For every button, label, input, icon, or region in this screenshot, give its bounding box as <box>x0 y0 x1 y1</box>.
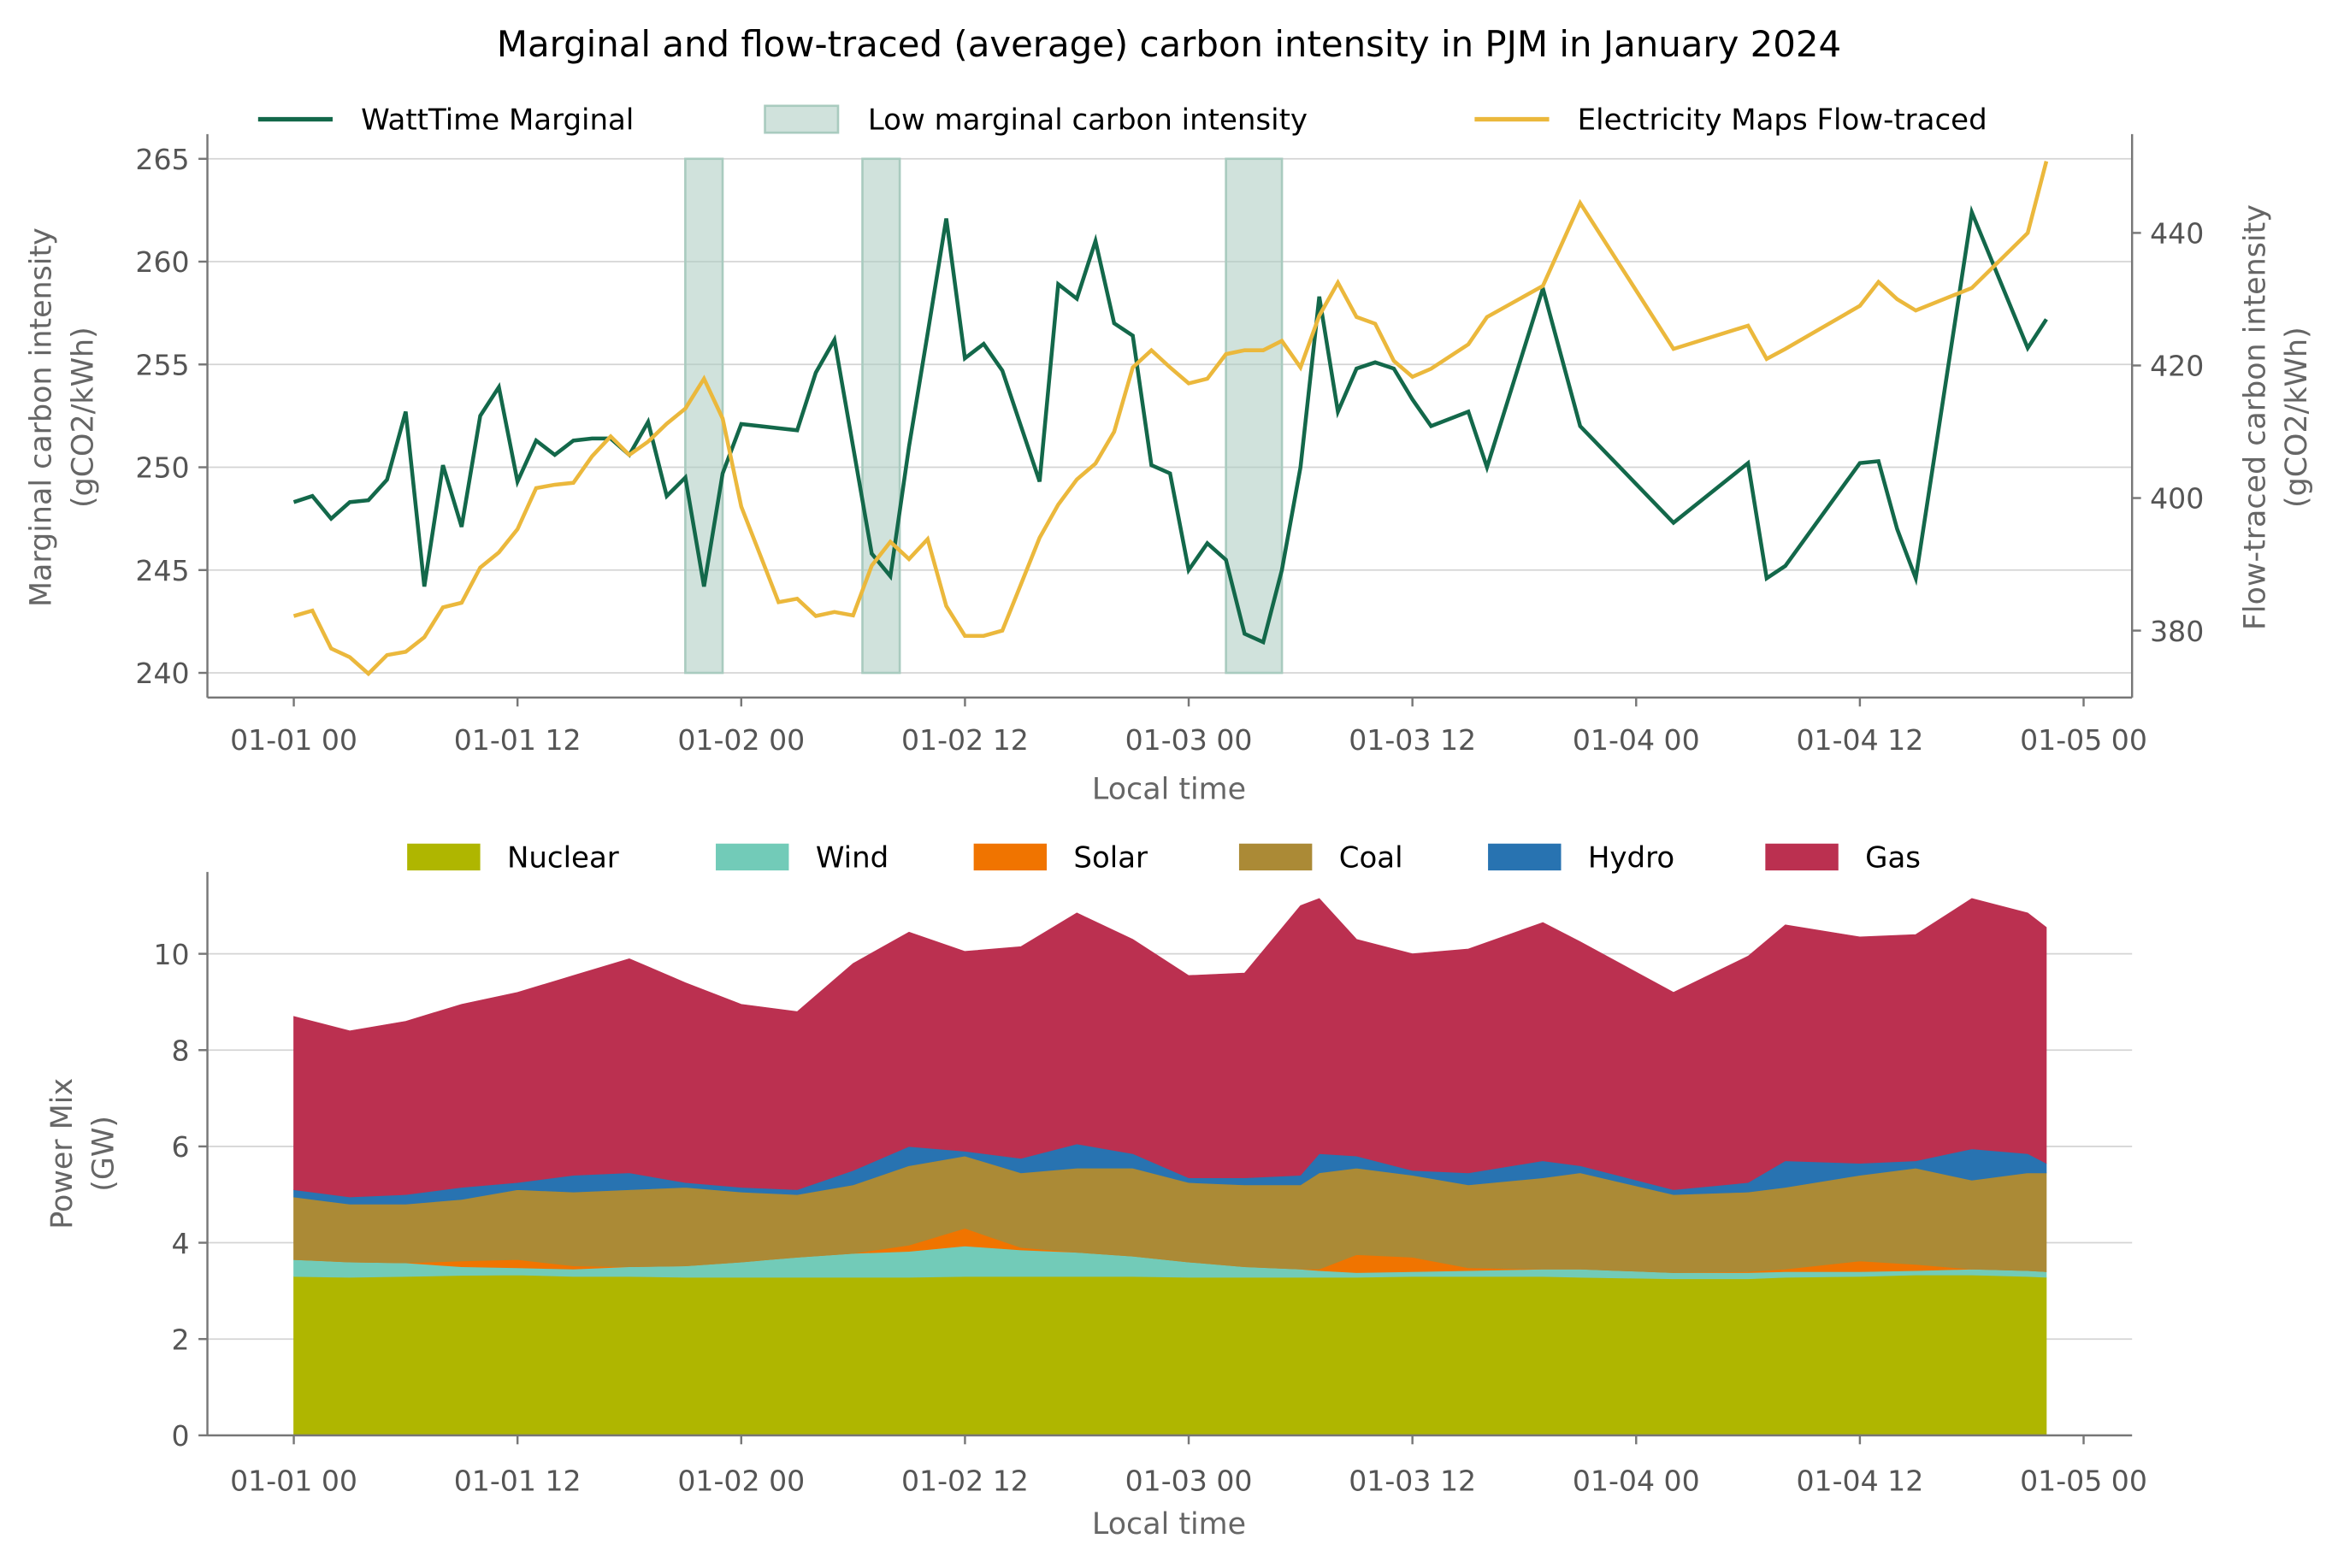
y-tick-label: 0 <box>172 1419 190 1453</box>
x-tick-label: 01-05 00 <box>2020 1464 2147 1497</box>
y-tick-label: 2 <box>172 1323 190 1356</box>
legend-marker-solar <box>973 843 1048 871</box>
legend-marker-wind <box>716 843 789 871</box>
legend-marker-gas <box>1765 843 1839 871</box>
y-tick-label-right: 380 <box>2150 615 2204 648</box>
y-tick-label-left: 265 <box>135 143 189 176</box>
series-line-wattime-marginal <box>292 204 2048 645</box>
top-right-y-axis-label-line2: (gCO2/kWh) <box>2280 327 2314 508</box>
y-tick-label-left: 255 <box>135 348 189 381</box>
legend-label-low-marginal: Low marginal carbon intensity <box>868 103 1308 138</box>
x-tick-label: 01-03 00 <box>1125 723 1253 757</box>
legend-label-solar: Solar <box>1073 841 1148 875</box>
x-tick-label: 01-03 12 <box>1349 723 1476 757</box>
x-tick-label: 01-02 12 <box>901 723 1029 757</box>
low-marginal-shaded-region <box>1225 157 1284 675</box>
x-tick-label: 01-01 12 <box>454 1464 582 1497</box>
legend-label-hydro: Hydro <box>1588 841 1674 875</box>
area-nuclear <box>293 1274 2047 1436</box>
top-left-y-axis-label-line1: Marginal carbon intensity <box>24 227 58 607</box>
x-tick-label: 01-02 00 <box>677 723 805 757</box>
x-tick-label: 01-02 00 <box>677 1464 805 1497</box>
y-tick-label-left: 245 <box>135 554 189 587</box>
x-tick-label: 01-04 00 <box>1573 1464 1700 1497</box>
series-line-flow-traced <box>292 161 2049 677</box>
x-tick-label: 01-04 12 <box>1796 1464 1923 1497</box>
bottom-x-axis-label: Local time <box>1092 1507 1246 1541</box>
y-tick-label-right: 440 <box>2150 217 2204 251</box>
top-left-y-axis-label-line2: (gCO2/kWh) <box>66 327 100 508</box>
top-right-y-axis-label-line1: Flow-traced carbon intensity <box>2238 204 2272 630</box>
x-tick-label: 01-03 12 <box>1349 1464 1476 1497</box>
y-tick-label-left: 240 <box>135 657 189 690</box>
bottom-plot: 0 2 4 6 8 10 01-01 00 01-01 12 01-02 00 01-02 12 0… <box>153 871 2147 1497</box>
x-tick-label: 01-05 00 <box>2020 723 2147 757</box>
x-tick-label: 01-03 00 <box>1125 1464 1253 1497</box>
bottom-y-axis-label-line2: (GW) <box>87 1116 121 1192</box>
x-tick-label: 01-04 00 <box>1573 723 1700 757</box>
y-tick-label-left: 250 <box>135 451 189 485</box>
legend-marker-hydro <box>1488 843 1562 871</box>
bottom-y-axis-label-line1: Power Mix <box>45 1078 80 1229</box>
x-tick-label: 01-01 00 <box>230 723 357 757</box>
y-tick-label: 8 <box>172 1034 190 1067</box>
legend-label-wind: Wind <box>816 841 889 875</box>
low-marginal-shaded-region <box>684 157 724 675</box>
y-tick-label: 6 <box>172 1130 190 1164</box>
legend-marker-nuclear <box>407 843 481 871</box>
bottom-legend: Nuclear Wind Solar Coal Hydro Gas <box>407 841 1921 875</box>
x-tick-label: 01-02 12 <box>901 1464 1029 1497</box>
y-tick-label-right: 420 <box>2150 350 2204 383</box>
area-gas <box>293 898 2047 1198</box>
y-tick-label-right: 400 <box>2150 482 2204 516</box>
top-x-axis-label: Local time <box>1092 772 1246 806</box>
legend-marker-low-marginal <box>764 104 840 134</box>
x-tick-label: 01-04 12 <box>1796 723 1923 757</box>
legend-label-nuclear: Nuclear <box>507 841 619 875</box>
legend-label-coal: Coal <box>1339 841 1403 875</box>
top-plot: 240 245 250 255 260 265 380 400 420 440 01-01 00 01… <box>135 133 2204 757</box>
legend-label-gas: Gas <box>1865 841 1921 875</box>
legend-label-flow-traced: Electricity Maps Flow-traced <box>1578 103 1987 138</box>
chart-title: Marginal and flow-traced (average) carbo… <box>497 23 1841 65</box>
x-tick-label: 01-01 12 <box>454 723 582 757</box>
legend-marker-coal <box>1238 843 1313 871</box>
y-tick-label: 10 <box>153 938 189 971</box>
y-tick-label-left: 260 <box>135 245 189 279</box>
low-marginal-shaded-region <box>861 157 901 675</box>
y-tick-label: 4 <box>172 1227 190 1260</box>
legend-label-wattime: WattTime Marginal <box>361 103 634 138</box>
top-legend: WattTime Marginal Low marginal carbon in… <box>257 103 1987 138</box>
x-tick-label: 01-01 00 <box>230 1464 357 1497</box>
